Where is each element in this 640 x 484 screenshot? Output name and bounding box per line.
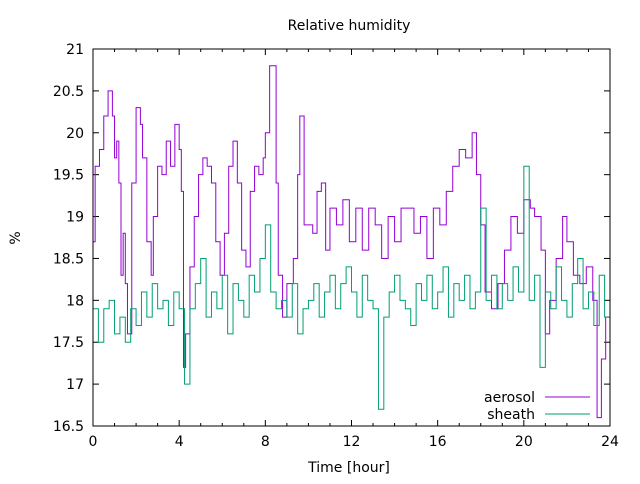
y-tick-label: 18 bbox=[66, 293, 84, 309]
series-line-sheath bbox=[93, 165, 611, 410]
y-tick-label: 19.5 bbox=[53, 168, 84, 184]
x-tick-label: 0 bbox=[89, 434, 98, 450]
x-tick-label: 16 bbox=[429, 434, 447, 450]
chart-title: Relative humidity bbox=[288, 18, 411, 34]
legend-label-aerosol: aerosol bbox=[484, 390, 535, 406]
y-tick-label: 17.5 bbox=[53, 335, 84, 351]
legend-label-sheath: sheath bbox=[487, 407, 535, 423]
series-line-aerosol bbox=[93, 65, 611, 419]
x-tick-label: 8 bbox=[261, 434, 270, 450]
y-tick-label: 19 bbox=[66, 210, 84, 226]
plot-border bbox=[92, 48, 611, 427]
y-tick-label: 18.5 bbox=[53, 251, 84, 267]
y-tick-label: 20 bbox=[66, 126, 84, 142]
x-tick-label: 24 bbox=[601, 434, 619, 450]
x-tick-label: 12 bbox=[343, 434, 361, 450]
y-tick-label: 16.5 bbox=[53, 419, 84, 435]
y-tick-label: 20.5 bbox=[53, 84, 84, 100]
x-tick-label: 20 bbox=[515, 434, 533, 450]
x-axis-label: Time [hour] bbox=[307, 460, 390, 476]
y-tick-label: 17 bbox=[66, 377, 84, 393]
x-tick-label: 4 bbox=[175, 434, 184, 450]
y-tick-label: 21 bbox=[66, 42, 84, 58]
y-axis-label: % bbox=[8, 231, 24, 244]
